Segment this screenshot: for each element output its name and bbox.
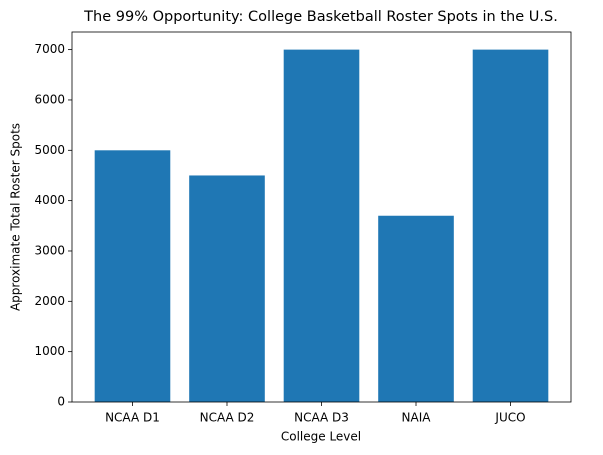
x-axis-label: College Level <box>281 430 361 444</box>
x-tick-label: NAIA <box>402 411 432 425</box>
bar <box>189 175 265 402</box>
y-tick-label: 5000 <box>34 143 65 157</box>
x-tick-label: NCAA D2 <box>200 411 255 425</box>
bar <box>378 215 454 402</box>
x-tick-label: JUCO <box>494 411 525 425</box>
y-tick-label: 3000 <box>34 243 65 257</box>
bar <box>472 49 549 402</box>
y-axis-label: Approximate Total Roster Spots <box>9 123 23 311</box>
y-tick-label: 6000 <box>34 92 65 106</box>
plot-frame <box>71 31 572 403</box>
y-tick-label: 0 <box>57 395 65 409</box>
chart-title: The 99% Opportunity: College Basketball … <box>83 9 558 25</box>
bar <box>283 49 360 402</box>
y-tick-label: 4000 <box>34 193 65 207</box>
x-tick-label: NCAA D1 <box>105 411 160 425</box>
bar <box>94 150 171 402</box>
y-tick-label: 7000 <box>34 42 65 56</box>
y-tick-label: 1000 <box>34 344 65 358</box>
y-tick-label: 2000 <box>34 294 65 308</box>
x-tick-label: NCAA D3 <box>294 411 349 425</box>
